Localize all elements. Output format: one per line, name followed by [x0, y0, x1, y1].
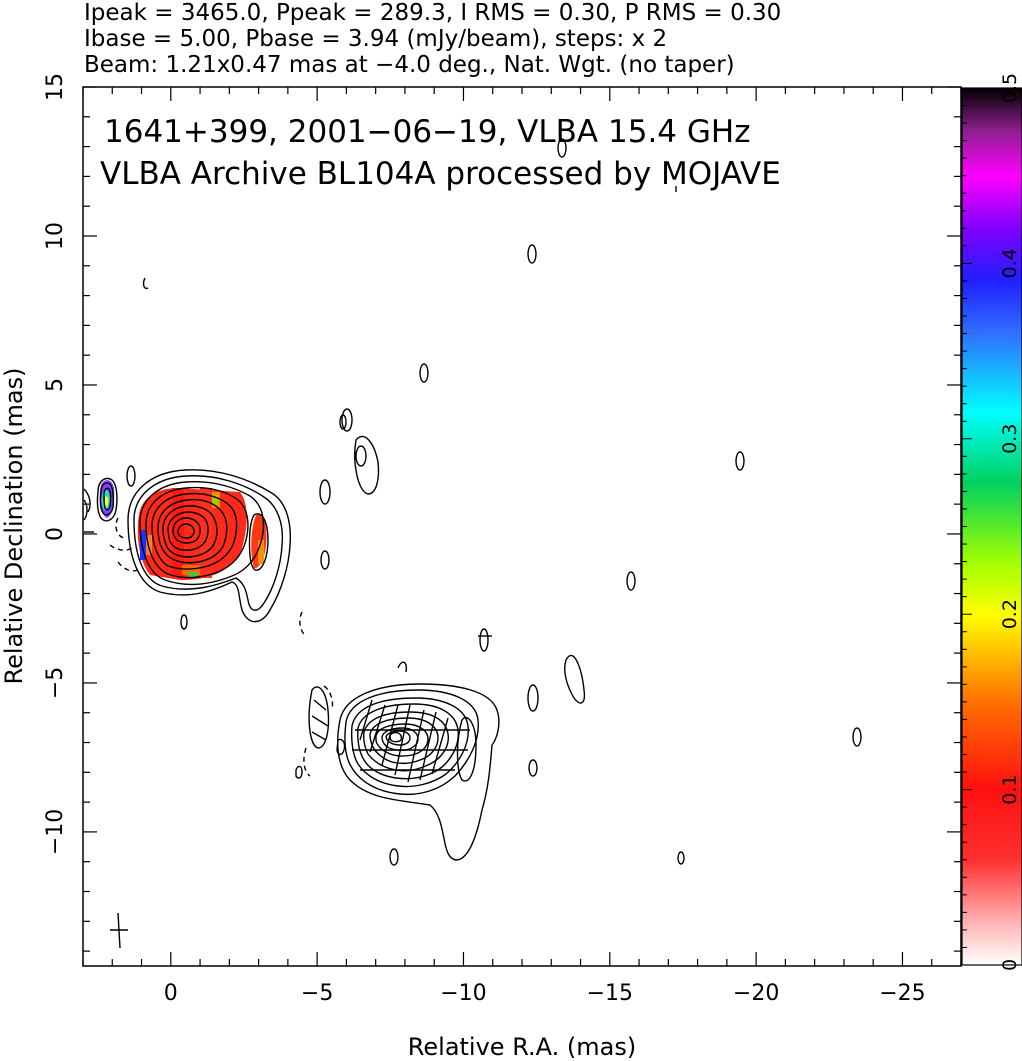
- x-axis-label: Relative R.A. (mas): [408, 1033, 636, 1061]
- x-tick-label: −20: [733, 981, 779, 1006]
- y-tick-label: 15: [43, 73, 68, 101]
- x-axis-ticks: 0 −5 −10 −15 −20 −25: [82, 87, 962, 1006]
- colorbar-tick-label: 0.5: [999, 73, 1021, 103]
- contours-core: [83, 469, 292, 623]
- x-tick-label: 0: [164, 981, 178, 1006]
- colorbar-tick-label: 0: [999, 959, 1021, 971]
- y-axis-ticks: −10 −5 0 5 10 15: [43, 73, 961, 952]
- x-tick-label: −10: [440, 981, 486, 1006]
- colorbar-tick-label: 0.3: [999, 424, 1021, 454]
- header-line-3: Beam: 1.21x0.47 mas at −4.0 deg., Nat. W…: [84, 52, 735, 78]
- x-tick-label: −15: [587, 981, 633, 1006]
- y-axis-label: Relative Declination (mas): [0, 367, 28, 684]
- annotation-line-1: 1641+399, 2001−06−19, VLBA 15.4 GHz: [104, 114, 750, 150]
- colorbar-tick-label: 0.2: [999, 599, 1021, 629]
- y-tick-label: 10: [43, 222, 68, 250]
- colorbar-ticks: 0 0.1 0.2 0.3 0.4 0.5: [962, 73, 1021, 971]
- colorbar-tick-label: 0.4: [999, 248, 1021, 278]
- y-tick-label: 0: [43, 527, 68, 541]
- beam-marker: [110, 912, 128, 949]
- header-line-1: Ipeak = 3465.0, Ppeak = 289.3, I RMS = 0…: [84, 0, 781, 26]
- x-tick-label: −5: [301, 981, 333, 1006]
- x-tick-label: −25: [879, 981, 925, 1006]
- colorbar-tick-label: 0.1: [999, 774, 1021, 804]
- contours-south-knot: [295, 683, 500, 861]
- header-line-2: Ibase = 5.00, Pbase = 3.94 (mJy/beam), s…: [84, 26, 667, 52]
- colorbar: [962, 88, 1022, 965]
- y-tick-label: 5: [43, 378, 68, 392]
- y-tick-label: −10: [43, 809, 68, 855]
- annotation-line-2: VLBA Archive BL104A processed by MOJAVE: [100, 156, 781, 192]
- y-tick-label: −5: [43, 667, 68, 699]
- contours-scattered: [126, 138, 862, 866]
